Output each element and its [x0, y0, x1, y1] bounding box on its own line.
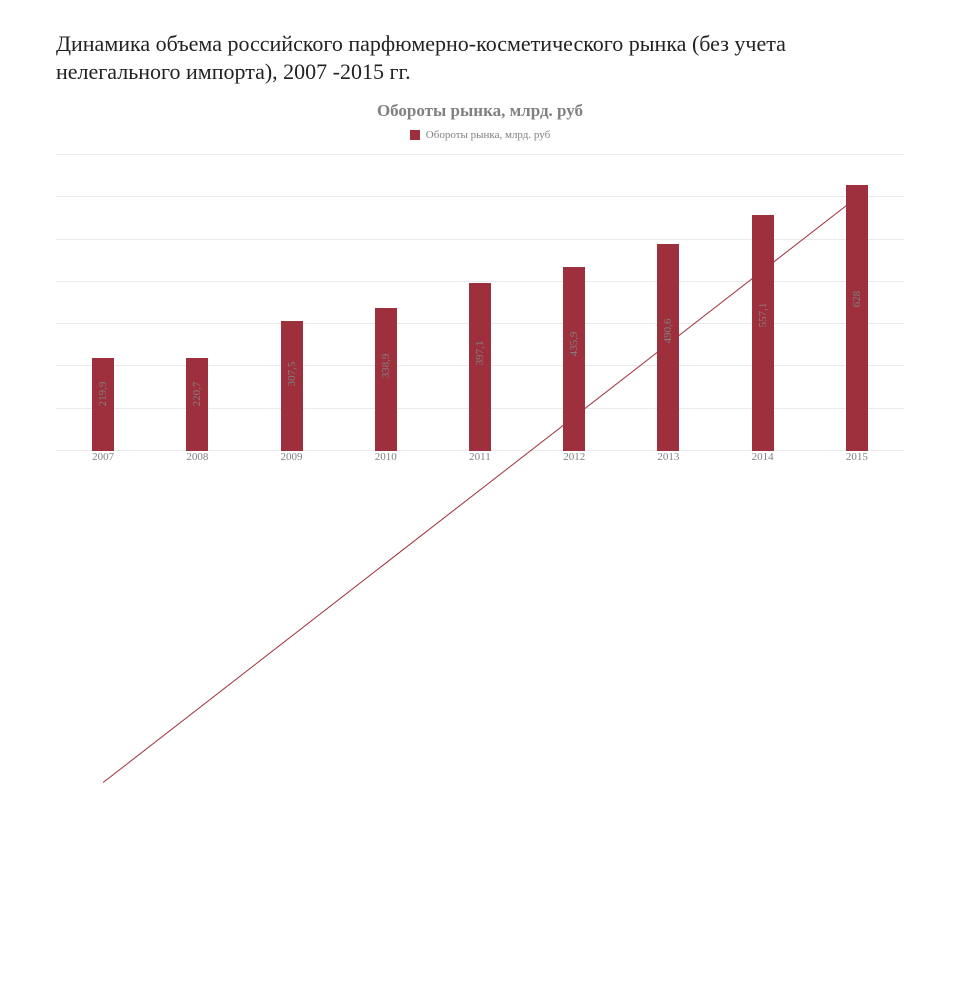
bar: 220,7 [186, 358, 208, 451]
bar-column: 338,9 [339, 155, 433, 451]
legend-swatch [410, 130, 420, 140]
x-tick-label: 2015 [810, 451, 904, 463]
x-tick-label: 2008 [150, 451, 244, 463]
bar-column: 307,5 [244, 155, 338, 451]
x-tick-label: 2011 [433, 451, 527, 463]
bar: 307,5 [281, 321, 303, 451]
chart-xaxis: 200720082009201020112012201320142015 [56, 451, 904, 475]
x-tick-label: 2009 [244, 451, 338, 463]
bar-column: 435,9 [527, 155, 621, 451]
legend-item: Обороты рынка, млрд. руб [410, 129, 550, 141]
x-tick-label: 2014 [716, 451, 810, 463]
bar-value-label: 307,5 [286, 361, 298, 386]
bar-column: 628 [810, 155, 904, 451]
bar-value-label: 338,9 [380, 354, 392, 379]
x-tick-label: 2007 [56, 451, 150, 463]
chart-legend: Обороты рынка, млрд. руб [56, 127, 904, 145]
slide: Динамика объема российского парфюмерно-к… [0, 0, 960, 540]
chart-plot: 219,9 220,7 307,5 338,9 397,1 435,9 490,6 557,1… [56, 155, 904, 475]
bar: 557,1 [752, 215, 774, 451]
bar-value-label: 220,7 [191, 381, 203, 406]
x-tick-label: 2013 [621, 451, 715, 463]
bar-column: 220,7 [150, 155, 244, 451]
chart: Обороты рынка, млрд. руб Обороты рынка, … [56, 101, 904, 475]
bar-value-label: 557,1 [757, 303, 769, 328]
bar: 435,9 [563, 267, 585, 451]
bar-value-label: 628 [851, 291, 863, 308]
bar-value-label: 397,1 [474, 340, 486, 365]
x-tick-label: 2010 [339, 451, 433, 463]
bar-value-label: 490,6 [662, 319, 674, 344]
bar: 397,1 [469, 283, 491, 451]
chart-bars: 219,9 220,7 307,5 338,9 397,1 435,9 490,6 557,1… [56, 155, 904, 451]
chart-title: Обороты рынка, млрд. руб [56, 101, 904, 121]
slide-title: Динамика объема российского парфюмерно-к… [56, 30, 904, 85]
bar: 219,9 [92, 358, 114, 451]
x-tick-label: 2012 [527, 451, 621, 463]
legend-label: Обороты рынка, млрд. руб [426, 129, 550, 141]
bar: 628 [846, 185, 868, 451]
bar-column: 219,9 [56, 155, 150, 451]
bar-value-label: 435,9 [568, 331, 580, 356]
bar-column: 557,1 [716, 155, 810, 451]
bar-column: 490,6 [621, 155, 715, 451]
bar-column: 397,1 [433, 155, 527, 451]
bar: 490,6 [657, 244, 679, 451]
bar-value-label: 219,9 [97, 381, 109, 406]
bar: 338,9 [375, 308, 397, 451]
